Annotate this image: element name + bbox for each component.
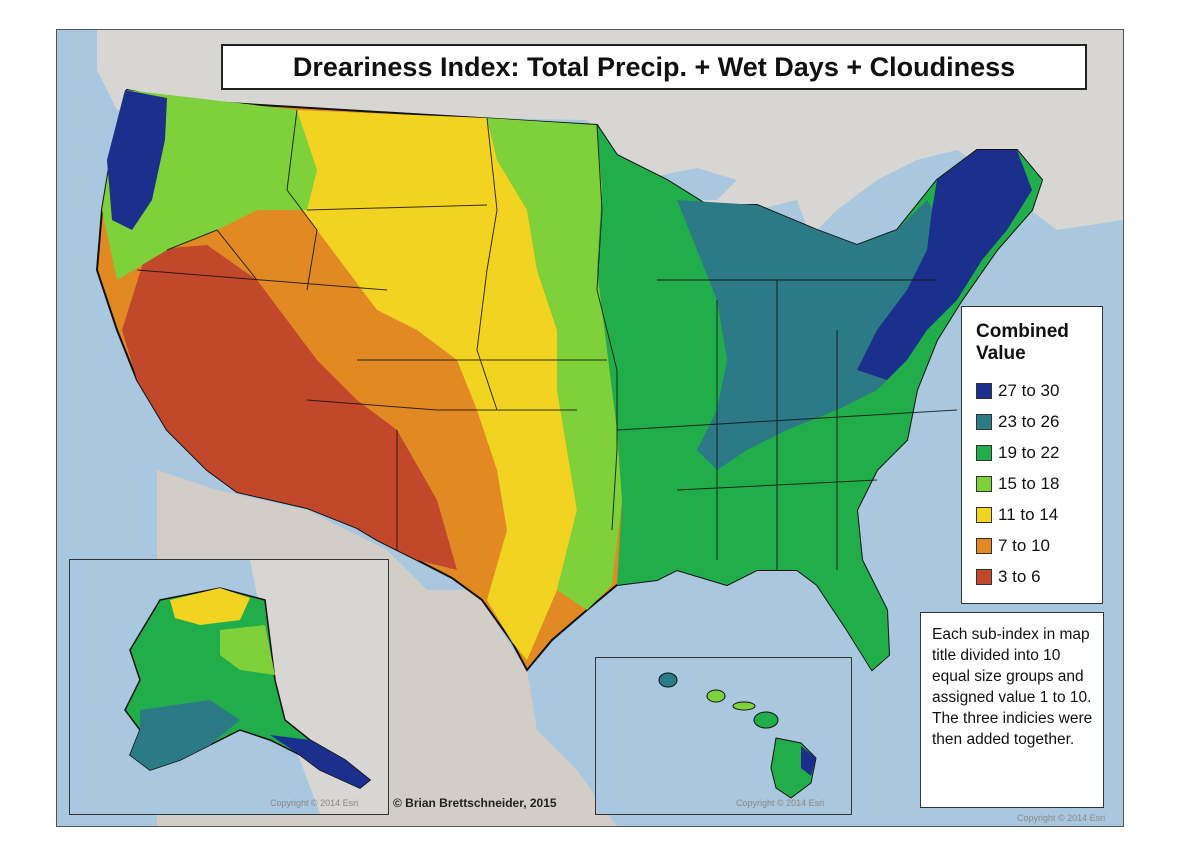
region-3-to-6-southwest <box>122 245 457 570</box>
legend-item: 15 to 18 <box>976 468 1102 499</box>
island-hawaii-wet-side <box>801 746 816 776</box>
legend-label: 3 to 6 <box>998 566 1041 586</box>
legend-swatch <box>976 413 992 430</box>
legend-items: 27 to 30 23 to 26 19 to 22 15 to 18 11 to 14… <box>976 375 1102 592</box>
legend-label: 7 to 10 <box>998 535 1050 555</box>
alaska-27-to-30-panhandle <box>270 735 370 788</box>
alaska-15-to-18-interior <box>220 625 275 675</box>
island-molokai <box>732 701 756 711</box>
map-title: Dreariness Index: Total Precip. + Wet Da… <box>221 44 1087 90</box>
legend-swatch <box>976 568 992 585</box>
legend-swatch <box>976 475 992 492</box>
hawaii-inset: Copyright © 2014 Esri <box>595 657 852 815</box>
legend-title: Combined Value <box>976 321 1069 364</box>
island-kauai <box>658 672 678 688</box>
canada-land <box>97 30 1123 280</box>
legend-swatch <box>976 537 992 554</box>
legend-item: 19 to 22 <box>976 437 1102 468</box>
hawaii-copyright: Copyright © 2014 Esri <box>736 798 825 808</box>
legend-item: 11 to 14 <box>976 499 1102 530</box>
legend-item: 23 to 26 <box>976 406 1102 437</box>
region-19-to-22-florida <box>817 560 889 670</box>
legend-label: 27 to 30 <box>998 380 1060 400</box>
alaska-map <box>70 560 388 814</box>
methodology-note: Each sub-index in map title divided into… <box>920 612 1104 808</box>
region-27-to-30-washington-coast <box>107 90 167 230</box>
author-credit: © Brian Brettschneider, 2015 <box>393 796 557 810</box>
legend-swatch <box>976 444 992 461</box>
legend-label: 23 to 26 <box>998 411 1060 431</box>
region-15-to-18-central <box>487 118 622 610</box>
state-boundaries <box>136 109 958 570</box>
alaska-copyright: Copyright © 2014 Esri <box>270 798 359 808</box>
legend-item: 27 to 30 <box>976 375 1102 406</box>
legend-item: 7 to 10 <box>976 530 1102 561</box>
legend-swatch <box>976 382 992 399</box>
alaska-inset: Copyright © 2014 Esri <box>69 559 389 815</box>
legend-swatch <box>976 506 992 523</box>
region-11-to-14-plains <box>287 110 577 660</box>
region-27-to-30-northeast <box>857 150 1032 380</box>
alaska-11-to-14-north <box>170 588 250 625</box>
map-frame: Dreariness Index: Total Precip. + Wet Da… <box>56 29 1124 827</box>
legend-label: 15 to 18 <box>998 473 1060 493</box>
hawaii-map <box>596 658 851 814</box>
alaska-23-to-26-south <box>130 700 240 770</box>
legend-label: 19 to 22 <box>998 442 1060 462</box>
legend-label: 11 to 14 <box>998 504 1059 524</box>
island-oahu <box>706 689 726 703</box>
legend-item: 3 to 6 <box>976 561 1102 592</box>
main-copyright: Copyright © 2014 Esri <box>1017 813 1106 823</box>
region-23-to-26-ohio-valley <box>677 200 957 470</box>
island-maui <box>753 711 779 729</box>
map-legend: Combined Value 27 to 30 23 to 26 19 to 22 1… <box>961 306 1103 604</box>
